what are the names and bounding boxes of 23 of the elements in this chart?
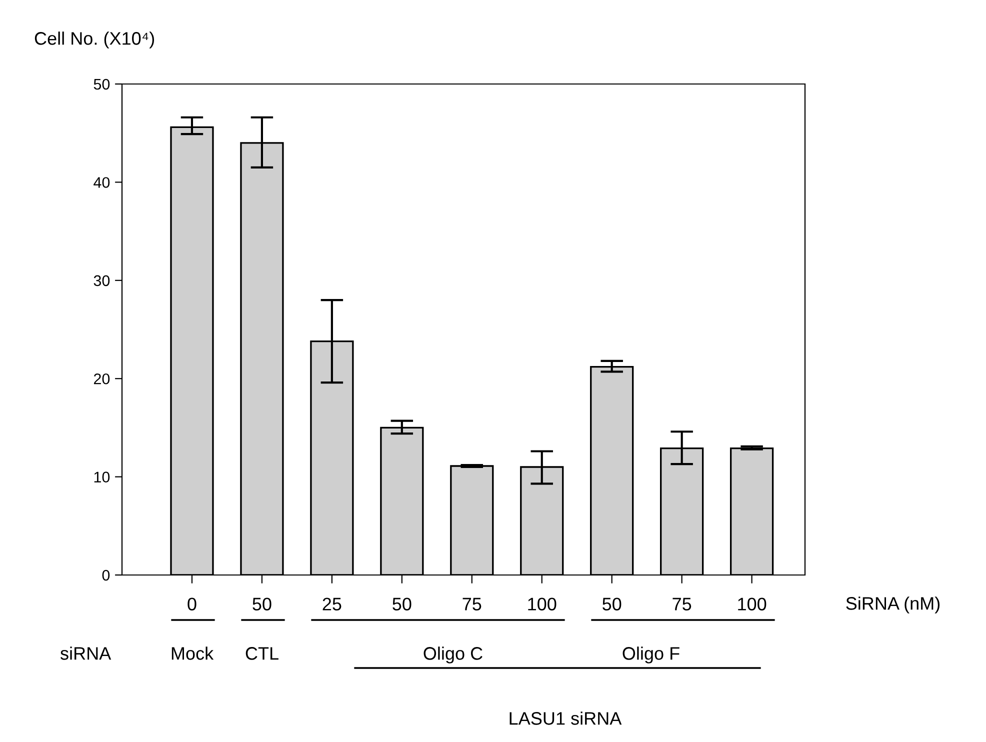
- text: CTL: [246, 647, 278, 660]
- x-tick-label: 0: [188, 598, 196, 610]
- y-tick-label: 40: [94, 177, 110, 188]
- text: Oligo C: [424, 646, 482, 664]
- y-axis-title: Cell No. (X10⁴): [34, 32, 154, 48]
- x-tick-label: 75: [462, 598, 482, 610]
- x-tick-label: 100: [738, 598, 766, 610]
- x-tick-label: 50: [252, 598, 272, 610]
- text: LASU1 siRNA: [510, 712, 622, 725]
- x-tick-label: 50: [602, 598, 622, 610]
- text: Oligo F: [622, 646, 680, 664]
- y-tick-label: 30: [94, 275, 110, 286]
- text: siRNA: [60, 646, 112, 660]
- x-tick-label: 25: [322, 598, 342, 610]
- y-tick-label: 0: [102, 570, 110, 581]
- text: Mock: [172, 646, 214, 660]
- text: SiRNA (nM): [846, 596, 940, 614]
- x-tick-label: 50: [392, 598, 412, 610]
- y-tick-label: 20: [94, 373, 110, 384]
- x-tick-label: 75: [672, 598, 692, 610]
- y-tick-label: 10: [94, 472, 110, 482]
- y-tick-label: 50: [94, 78, 110, 90]
- x-tick-label: 100: [528, 598, 556, 610]
